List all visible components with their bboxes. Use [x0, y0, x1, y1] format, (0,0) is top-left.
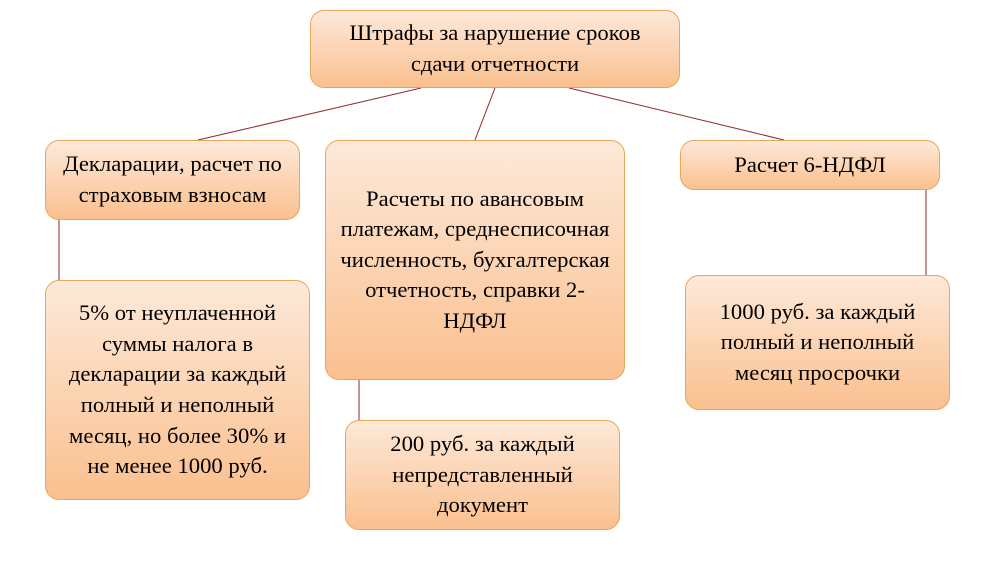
node-root: Штрафы за нарушение сроков сдачи отчетно…	[310, 10, 680, 88]
node-root-text: Штрафы за нарушение сроков сдачи отчетно…	[325, 18, 665, 79]
node-penalty-declarations: 5% от неуплаченной суммы налога в деклар…	[45, 280, 310, 500]
node-a2-text: Расчеты по авансовым платежам, среднеспи…	[340, 184, 610, 337]
node-a1-text: Декларации, расчет по страховым взносам	[60, 149, 285, 210]
node-category-declarations: Декларации, расчет по страховым взносам	[45, 140, 300, 220]
node-penalty-6ndfl: 1000 руб. за каждый полный и неполный ме…	[685, 275, 950, 410]
diagram-stage: Штрафы за нарушение сроков сдачи отчетно…	[0, 0, 991, 568]
node-category-6ndfl: Расчет 6-НДФЛ	[680, 140, 940, 190]
node-category-reports: Расчеты по авансовым платежам, среднеспи…	[325, 140, 625, 380]
node-a3-text: Расчет 6-НДФЛ	[734, 150, 886, 181]
node-b2-text: 200 руб. за каждый непредставленный доку…	[360, 429, 605, 521]
node-b1-text: 5% от неуплаченной суммы налога в деклар…	[60, 298, 295, 482]
node-penalty-reports: 200 руб. за каждый непредставленный доку…	[345, 420, 620, 530]
node-b3-text: 1000 руб. за каждый полный и неполный ме…	[700, 297, 935, 389]
